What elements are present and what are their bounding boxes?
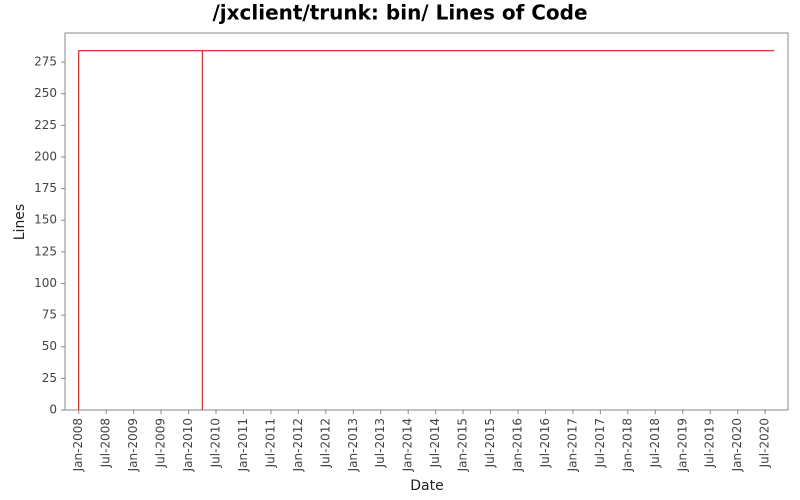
data-line bbox=[78, 50, 775, 410]
x-tick-label: Jul-2014 bbox=[428, 418, 442, 468]
x-tick-label: Jul-2017 bbox=[593, 418, 607, 468]
x-tick-label: Jul-2011 bbox=[263, 418, 277, 468]
x-tick-label: Jan-2018 bbox=[620, 418, 634, 472]
x-tick-label: Jan-2013 bbox=[346, 418, 360, 472]
y-tick-label: 25 bbox=[42, 371, 57, 385]
x-tick-label: Jul-2018 bbox=[648, 418, 662, 468]
y-tick-label: 250 bbox=[34, 86, 57, 100]
x-tick-label: Jan-2017 bbox=[565, 418, 579, 472]
x-tick-label: Jul-2015 bbox=[483, 418, 497, 468]
y-tick-label: 0 bbox=[49, 403, 57, 417]
y-tick-label: 75 bbox=[42, 308, 57, 322]
x-tick-label: Jan-2014 bbox=[401, 418, 415, 472]
y-tick-label: 225 bbox=[34, 118, 57, 132]
x-tick-label: Jul-2009 bbox=[154, 418, 168, 468]
x-tick-label: Jan-2009 bbox=[126, 418, 140, 472]
y-tick-label: 200 bbox=[34, 149, 57, 163]
y-tick-label: 50 bbox=[42, 339, 57, 353]
x-tick-label: Jul-2016 bbox=[538, 418, 552, 468]
x-tick-label: Jul-2020 bbox=[758, 418, 772, 468]
x-tick-label: Jan-2010 bbox=[181, 418, 195, 472]
x-tick-label: Jan-2015 bbox=[456, 418, 470, 472]
x-tick-label: Jan-2020 bbox=[730, 418, 744, 472]
x-tick-label: Jan-2012 bbox=[291, 418, 305, 472]
x-tick-label: Jan-2008 bbox=[71, 418, 85, 472]
y-tick-label: 100 bbox=[34, 276, 57, 290]
x-tick-label: Jan-2016 bbox=[511, 418, 525, 472]
x-axis-label: Date bbox=[410, 478, 443, 494]
x-tick-label: Jul-2013 bbox=[373, 418, 387, 468]
x-tick-label: Jul-2010 bbox=[209, 418, 223, 468]
y-tick-label: 275 bbox=[34, 55, 57, 69]
x-tick-label: Jan-2019 bbox=[675, 418, 689, 472]
y-tick-label: 150 bbox=[34, 213, 57, 227]
x-tick-label: Jul-2008 bbox=[99, 418, 113, 468]
y-tick-label: 125 bbox=[34, 244, 57, 258]
y-axis-label: Lines bbox=[12, 204, 28, 240]
y-tick-label: 175 bbox=[34, 181, 57, 195]
plot-frame bbox=[64, 32, 789, 411]
x-tick-label: Jan-2011 bbox=[236, 418, 250, 472]
chart-title: /jxclient/trunk: bin/ Lines of Code bbox=[212, 1, 587, 25]
x-tick-label: Jul-2012 bbox=[318, 418, 332, 468]
x-tick-label: Jul-2019 bbox=[703, 418, 717, 468]
